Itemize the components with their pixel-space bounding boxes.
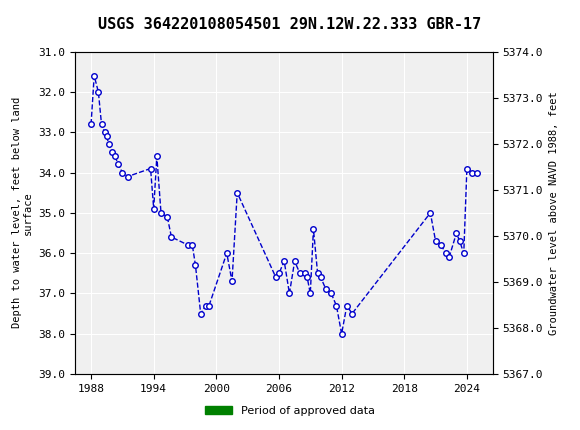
- Bar: [219, 374, 235, 384]
- Bar: [148, 374, 180, 384]
- Bar: [89, 374, 96, 384]
- Legend: Period of approved data: Period of approved data: [200, 401, 380, 420]
- Bar: [350, 374, 354, 384]
- Bar: [274, 374, 345, 384]
- Y-axis label: Depth to water level, feet below land
surface: Depth to water level, feet below land su…: [12, 97, 33, 329]
- Bar: [185, 374, 213, 384]
- Text: ▒USGS: ▒USGS: [6, 9, 60, 30]
- Y-axis label: Groundwater level above NAVD 1988, feet: Groundwater level above NAVD 1988, feet: [549, 91, 559, 335]
- Bar: [420, 374, 483, 384]
- Text: USGS 364220108054501 29N.12W.22.333 GBR-17: USGS 364220108054501 29N.12W.22.333 GBR-…: [99, 17, 481, 32]
